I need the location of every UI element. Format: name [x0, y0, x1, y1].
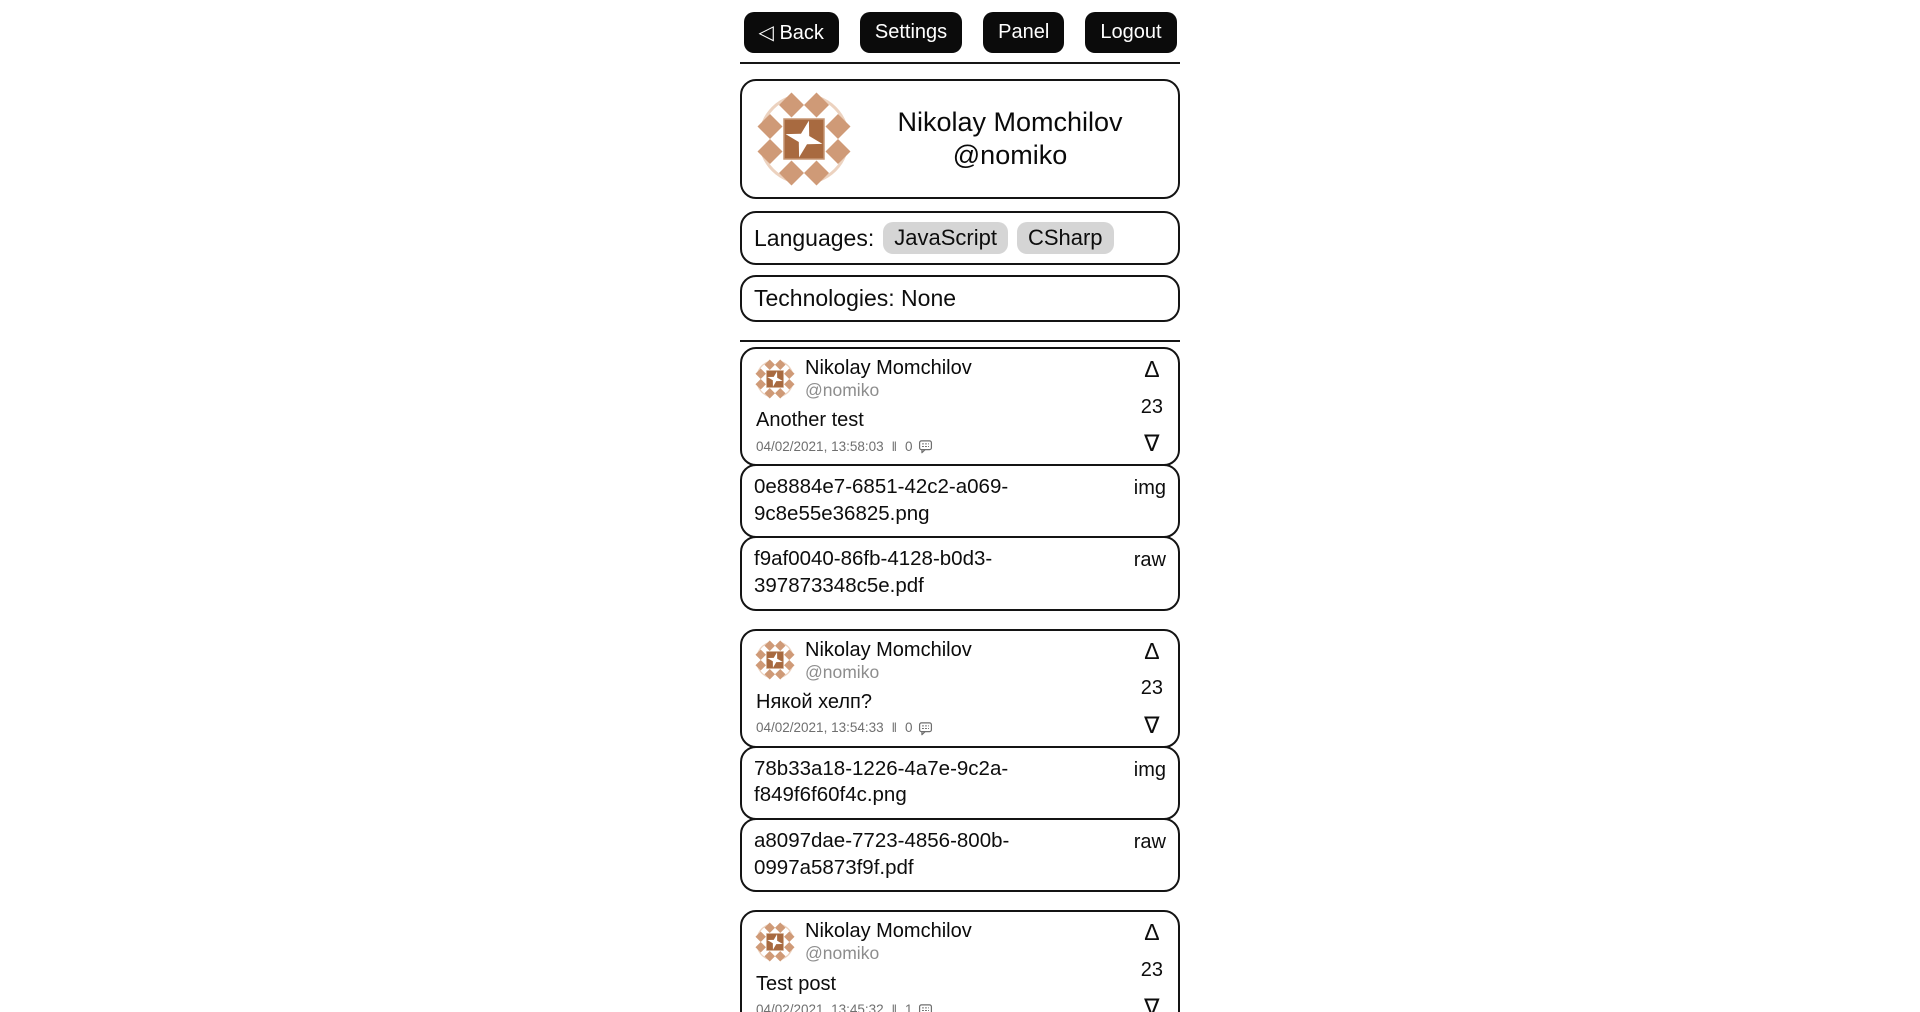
meta-separator: ‖: [891, 720, 897, 736]
technologies-card: Technologies: None: [740, 275, 1180, 322]
vote-count: 23: [1140, 395, 1163, 418]
post-author-block: Nikolay Momchilov @nomiko: [805, 639, 972, 682]
post-author-avatar: [754, 358, 796, 400]
profile-name: Nikolay Momchilov: [897, 107, 1123, 138]
downvote-button[interactable]: ∇: [1144, 711, 1160, 738]
post-author-handle: @nomiko: [805, 943, 880, 964]
avatar-star-icon: [785, 120, 823, 158]
vote-column: Δ 23 ∇: [1140, 637, 1163, 738]
divider: [740, 340, 1180, 342]
panel-button[interactable]: Panel: [983, 12, 1065, 53]
attachment-type: img: [1133, 758, 1166, 781]
upvote-button[interactable]: Δ: [1144, 637, 1160, 664]
comment-bubble-icon: [918, 722, 932, 736]
languages-card: Languages: JavaScript CSharp: [740, 211, 1180, 265]
post-meta: 04/02/2021, 13:54:33 ‖ 0: [756, 720, 1166, 736]
post-meta: 04/02/2021, 13:45:32 ‖ 1: [756, 1002, 1166, 1012]
post-meta: 04/02/2021, 13:58:03 ‖ 0: [756, 438, 1166, 454]
comment-bubble-icon: [918, 440, 932, 454]
attachment-row[interactable]: f9af0040-86fb-4128-b0d3-397873348c5e.pdf…: [740, 536, 1180, 611]
logout-button[interactable]: Logout: [1085, 12, 1177, 53]
profile-page: ◁ Back Settings Panel Logout: [740, 0, 1180, 1012]
post-group: Nikolay Momchilov @nomiko Някой хелп? 04…: [740, 628, 1180, 893]
downvote-button[interactable]: ∇: [1144, 993, 1160, 1012]
post-author-avatar: [754, 921, 796, 963]
upvote-button[interactable]: Δ: [1144, 919, 1160, 946]
vote-count: 23: [1140, 677, 1163, 700]
post-title: Някой хелп?: [756, 690, 872, 713]
post-title: Test post: [756, 972, 837, 995]
post-author-name: Nikolay Momchilov: [805, 357, 972, 379]
post-header: Nikolay Momchilov @nomiko: [754, 357, 1166, 400]
post-author-avatar: [754, 639, 796, 681]
post-author-block: Nikolay Momchilov @nomiko: [805, 920, 972, 963]
language-badge-javascript: JavaScript: [883, 222, 1008, 254]
divider: [740, 62, 1180, 64]
post-header: Nikolay Momchilov @nomiko: [754, 639, 1166, 682]
toolbar: ◁ Back Settings Panel Logout: [740, 0, 1180, 53]
post-timestamp: 04/02/2021, 13:54:33: [756, 720, 884, 736]
avatar-diamonds: [757, 92, 851, 186]
attachment-type: img: [1133, 477, 1166, 500]
profile-names: Nikolay Momchilov @nomiko: [854, 106, 1166, 172]
post-header: Nikolay Momchilov @nomiko: [754, 920, 1166, 963]
post-author-handle: @nomiko: [805, 380, 880, 400]
attachment-type: raw: [1133, 549, 1166, 572]
technologies-label: Technologies: None: [754, 285, 957, 311]
profile-card: Nikolay Momchilov @nomiko: [740, 79, 1180, 199]
upvote-button[interactable]: Δ: [1144, 356, 1160, 382]
post-author-name: Nikolay Momchilov: [805, 920, 972, 943]
downvote-button[interactable]: ∇: [1144, 430, 1160, 457]
post-author-handle: @nomiko: [805, 661, 880, 682]
comment-bubble-icon: [918, 1003, 932, 1012]
post-card[interactable]: Nikolay Momchilov @nomiko Някой хелп? 04…: [740, 628, 1180, 748]
post-card[interactable]: Nikolay Momchilov @nomiko Test post 04/0…: [740, 910, 1180, 1012]
post-author-name: Nikolay Momchilov: [805, 638, 972, 661]
post-author-block: Nikolay Momchilov @nomiko: [805, 357, 972, 400]
profile-avatar: [754, 89, 854, 189]
post-group: Nikolay Momchilov @nomiko Test post 04/0…: [740, 910, 1180, 1012]
attachment-row[interactable]: a8097dae-7723-4856-800b-0997a5873f9f.pdf…: [740, 818, 1180, 893]
attachment-filename: f9af0040-86fb-4128-b0d3-397873348c5e.pdf: [754, 547, 993, 598]
attachment-row[interactable]: 78b33a18-1226-4a7e-9c2a-f849f6f60f4c.png…: [740, 745, 1180, 821]
comment-count: 0: [905, 720, 913, 736]
attachment-row[interactable]: 0e8884e7-6851-42c2-a069-9c8e55e36825.png…: [740, 464, 1180, 539]
back-button[interactable]: ◁ Back: [743, 12, 839, 53]
vote-column: Δ 23 ∇: [1141, 358, 1163, 455]
post-timestamp: 04/02/2021, 13:58:03: [756, 438, 884, 454]
post-card[interactable]: Nikolay Momchilov @nomiko Another test 0…: [740, 347, 1180, 467]
post-group: Nikolay Momchilov @nomiko Another test 0…: [740, 347, 1180, 611]
vote-count: 23: [1140, 958, 1163, 981]
attachment-filename: a8097dae-7723-4856-800b-0997a5873f9f.pdf: [754, 829, 1010, 879]
comment-count: 0: [905, 438, 913, 454]
meta-separator: ‖: [891, 438, 897, 454]
profile-handle: @nomiko: [952, 140, 1068, 170]
comment-count: 1: [905, 1002, 913, 1012]
attachment-filename: 0e8884e7-6851-42c2-a069-9c8e55e36825.png: [754, 475, 1009, 525]
language-badge-csharp: CSharp: [1016, 222, 1114, 254]
post-title: Another test: [756, 409, 864, 432]
meta-separator: ‖: [891, 1002, 897, 1012]
vote-column: Δ 23 ∇: [1141, 921, 1163, 1012]
settings-button[interactable]: Settings: [859, 12, 963, 53]
languages-label: Languages:: [754, 224, 875, 251]
attachment-filename: 78b33a18-1226-4a7e-9c2a-f849f6f60f4c.png: [754, 756, 1009, 807]
post-timestamp: 04/02/2021, 13:45:32: [756, 1002, 884, 1012]
attachment-type: raw: [1133, 831, 1166, 854]
